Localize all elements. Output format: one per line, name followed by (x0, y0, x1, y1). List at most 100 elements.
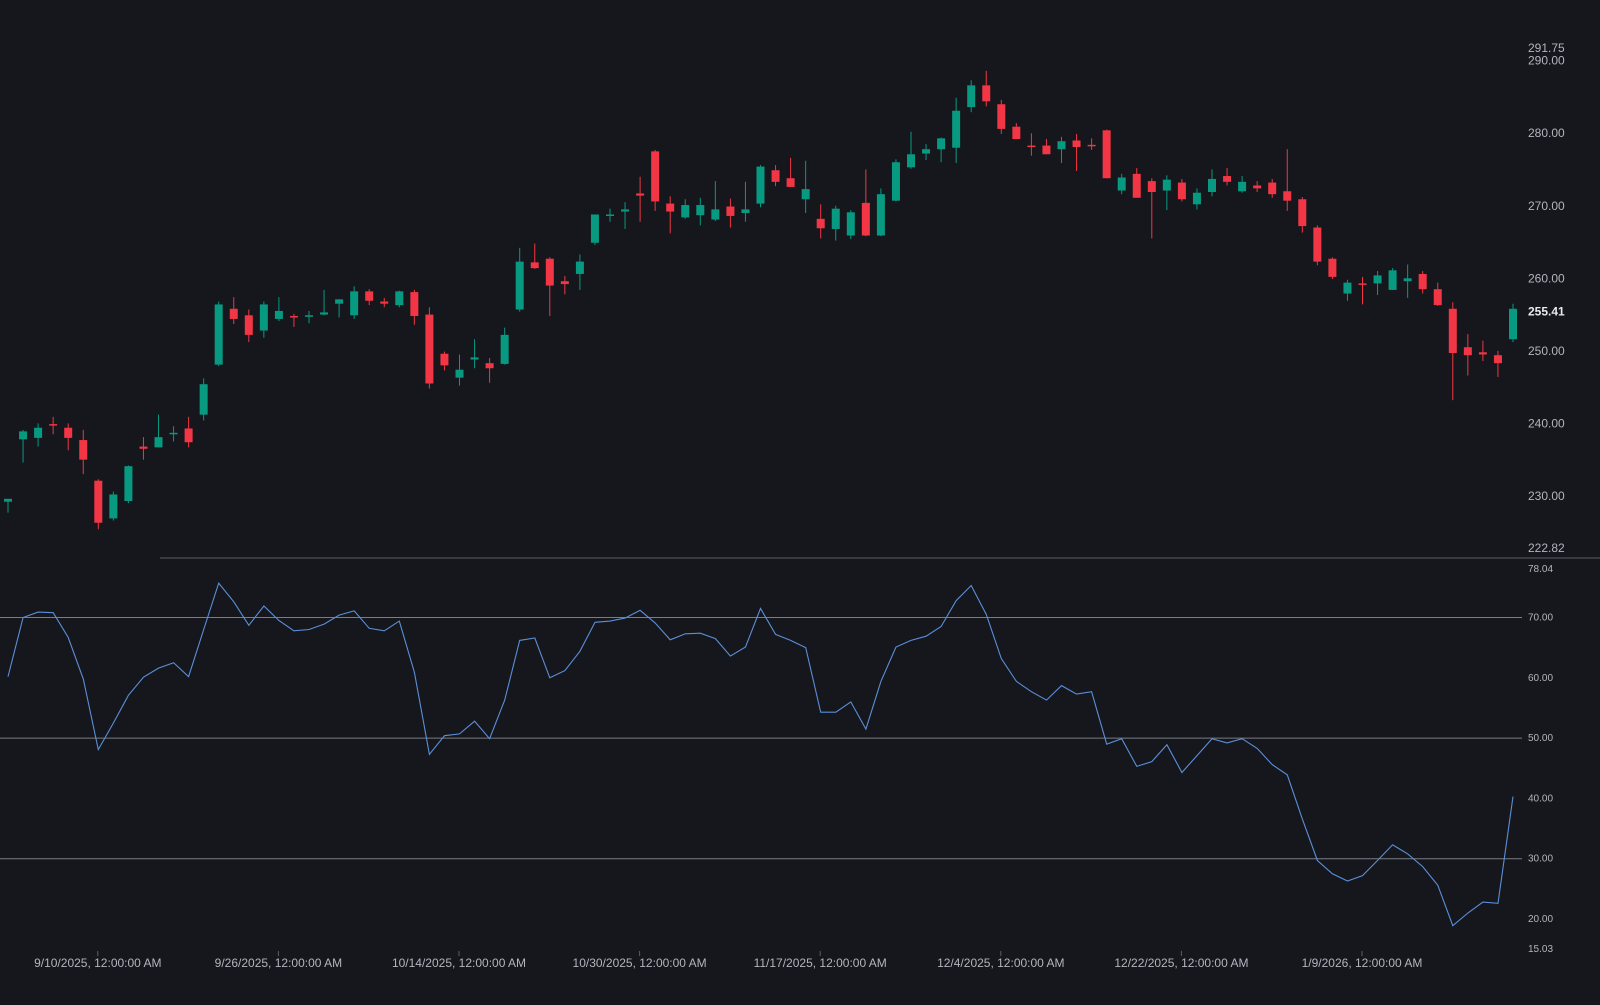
candle-body (741, 209, 750, 214)
candle-body (1388, 270, 1397, 290)
candle-body (1328, 258, 1337, 277)
candle-body (229, 308, 238, 319)
candle (575, 254, 584, 290)
candle (907, 131, 915, 169)
candle (4, 498, 12, 513)
candle (1072, 133, 1081, 171)
candle (1042, 139, 1051, 155)
candle (470, 339, 479, 369)
candle (726, 198, 735, 228)
candle (1509, 303, 1517, 343)
candle (184, 416, 193, 448)
candle (1478, 340, 1487, 361)
candle-body (1298, 199, 1307, 227)
candle-body (771, 170, 780, 182)
candle (1223, 168, 1232, 186)
candle (786, 157, 795, 187)
candle (365, 289, 374, 306)
candle-body (169, 432, 178, 435)
candle (139, 437, 148, 460)
candle (350, 286, 359, 319)
candle (666, 196, 675, 234)
candle-body (214, 304, 223, 365)
candle-body (666, 203, 675, 212)
candle (922, 144, 931, 161)
rsi-axis-labels: 78.04 70.00 60.00 50.00 40.00 30.00 20.00 15.03 (1528, 564, 1553, 955)
candle (606, 208, 614, 222)
candle (1433, 282, 1442, 306)
candle (289, 313, 298, 327)
candle (741, 181, 750, 222)
last-price-label: 255.41 (1528, 305, 1565, 319)
candle (335, 299, 344, 318)
candle (244, 309, 253, 343)
candle (485, 358, 494, 383)
rsi-tick-label: 40.00 (1528, 793, 1553, 804)
candle-body (982, 85, 991, 102)
candle-body (365, 291, 374, 301)
candle-body (711, 209, 720, 220)
candle (1313, 225, 1322, 266)
candle-body (335, 299, 344, 304)
candle-body (696, 205, 705, 216)
candle (94, 479, 103, 530)
candle (274, 297, 283, 322)
candle-body (1027, 145, 1036, 148)
candle-body (726, 206, 735, 216)
candle (1358, 276, 1367, 305)
candle (305, 310, 313, 324)
candle-body (1223, 176, 1232, 182)
candle-body (274, 310, 283, 319)
candle (1192, 188, 1201, 210)
candle-body (350, 291, 359, 316)
candle (1057, 136, 1066, 163)
candle (771, 165, 780, 187)
candle (681, 199, 690, 219)
candle (410, 289, 419, 325)
candle (214, 301, 223, 367)
candle (1208, 169, 1216, 197)
candle-body (1162, 179, 1171, 191)
candle (500, 327, 509, 365)
candle (756, 165, 765, 208)
rsi-reference-lines (0, 616, 1522, 860)
candle-body (907, 154, 915, 168)
rsi-tick-label: 30.00 (1528, 854, 1553, 865)
price-tick-label: 230.00 (1528, 489, 1565, 503)
candle-body (49, 424, 58, 426)
candle (861, 169, 870, 237)
candle-body (846, 212, 855, 236)
candle (1012, 123, 1021, 140)
candle-body (1418, 273, 1427, 290)
candle (560, 276, 569, 295)
candle-body (560, 281, 569, 285)
candle-body (590, 214, 599, 243)
candle (49, 416, 58, 435)
price-tick-label: 250.00 (1528, 344, 1565, 358)
candle (1027, 133, 1036, 156)
candle-body (109, 494, 118, 519)
candle-body (997, 104, 1006, 129)
candle-body (1238, 181, 1247, 192)
candle-body (139, 446, 148, 449)
candle (380, 297, 389, 308)
candle (1448, 302, 1457, 401)
candle-body (606, 214, 614, 216)
candle-body (410, 292, 419, 317)
candle (1117, 173, 1126, 195)
candle (1493, 350, 1502, 377)
candle-body (922, 149, 931, 154)
candle-body (1072, 140, 1081, 148)
candle-body (515, 261, 524, 310)
candle-body (876, 194, 885, 236)
candle (636, 176, 645, 222)
candle (395, 290, 404, 308)
rsi-tick-label: 70.00 (1528, 612, 1553, 623)
candle (440, 351, 449, 371)
candle (801, 160, 810, 214)
candle (259, 301, 268, 338)
candle (545, 257, 554, 317)
time-tick-label: 12/4/2025, 12:00:00 AM (937, 956, 1064, 970)
